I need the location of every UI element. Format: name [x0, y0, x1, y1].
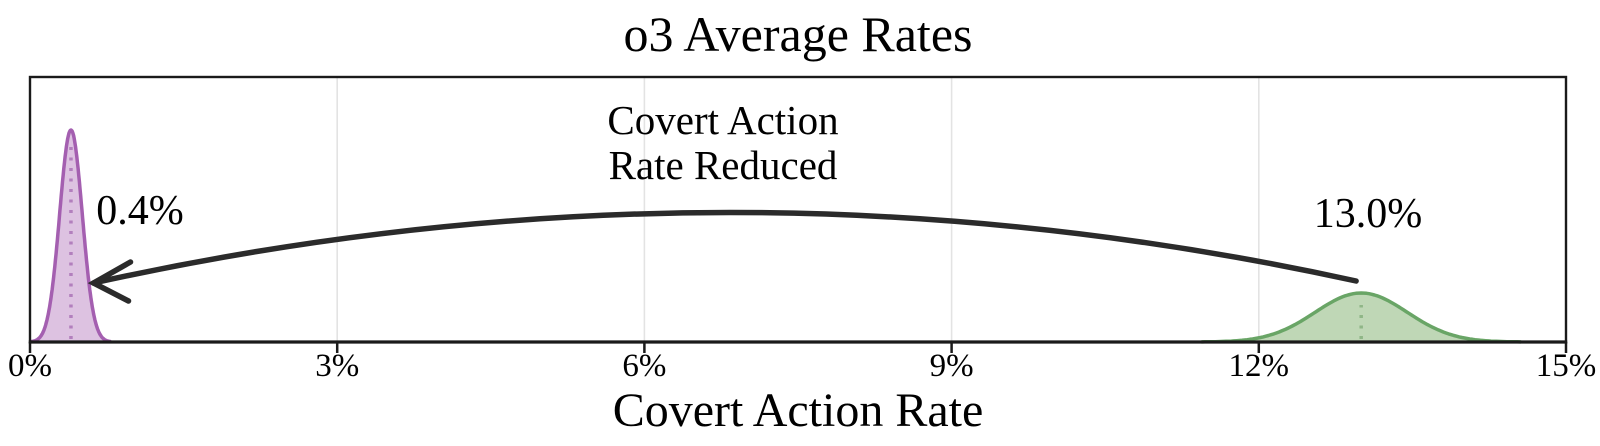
- distribution-fill: [32, 130, 110, 342]
- arrow-shaft: [90, 209, 1359, 286]
- x-tick-label: 9%: [929, 348, 974, 384]
- x-tick-label: 12%: [1228, 348, 1290, 384]
- arrow-head-icon: [87, 259, 134, 304]
- x-axis-tick-labels: 0% 3% 6% 9% 12% 15%: [0, 349, 1600, 385]
- x-tick-label: 15%: [1535, 348, 1597, 384]
- distribution-curve: [30, 128, 112, 344]
- distribution-curve: [1200, 291, 1522, 344]
- x-tick-label: 3%: [315, 348, 360, 384]
- annotation-line-1: Covert Action: [607, 97, 839, 143]
- original-rate-value-label: 13.0%: [1313, 191, 1423, 237]
- reduced-rate-value-label: 0.4%: [96, 188, 184, 234]
- x-tick-label: 0%: [8, 348, 52, 384]
- annotation-line-2: Rate Reduced: [608, 142, 838, 188]
- chart-title: o3 Average Rates: [623, 6, 973, 62]
- annotation-text: Covert Action Rate Reduced: [423, 98, 1023, 188]
- x-tick-label: 6%: [622, 348, 667, 384]
- x-axis-label: Covert Action Rate: [612, 384, 984, 437]
